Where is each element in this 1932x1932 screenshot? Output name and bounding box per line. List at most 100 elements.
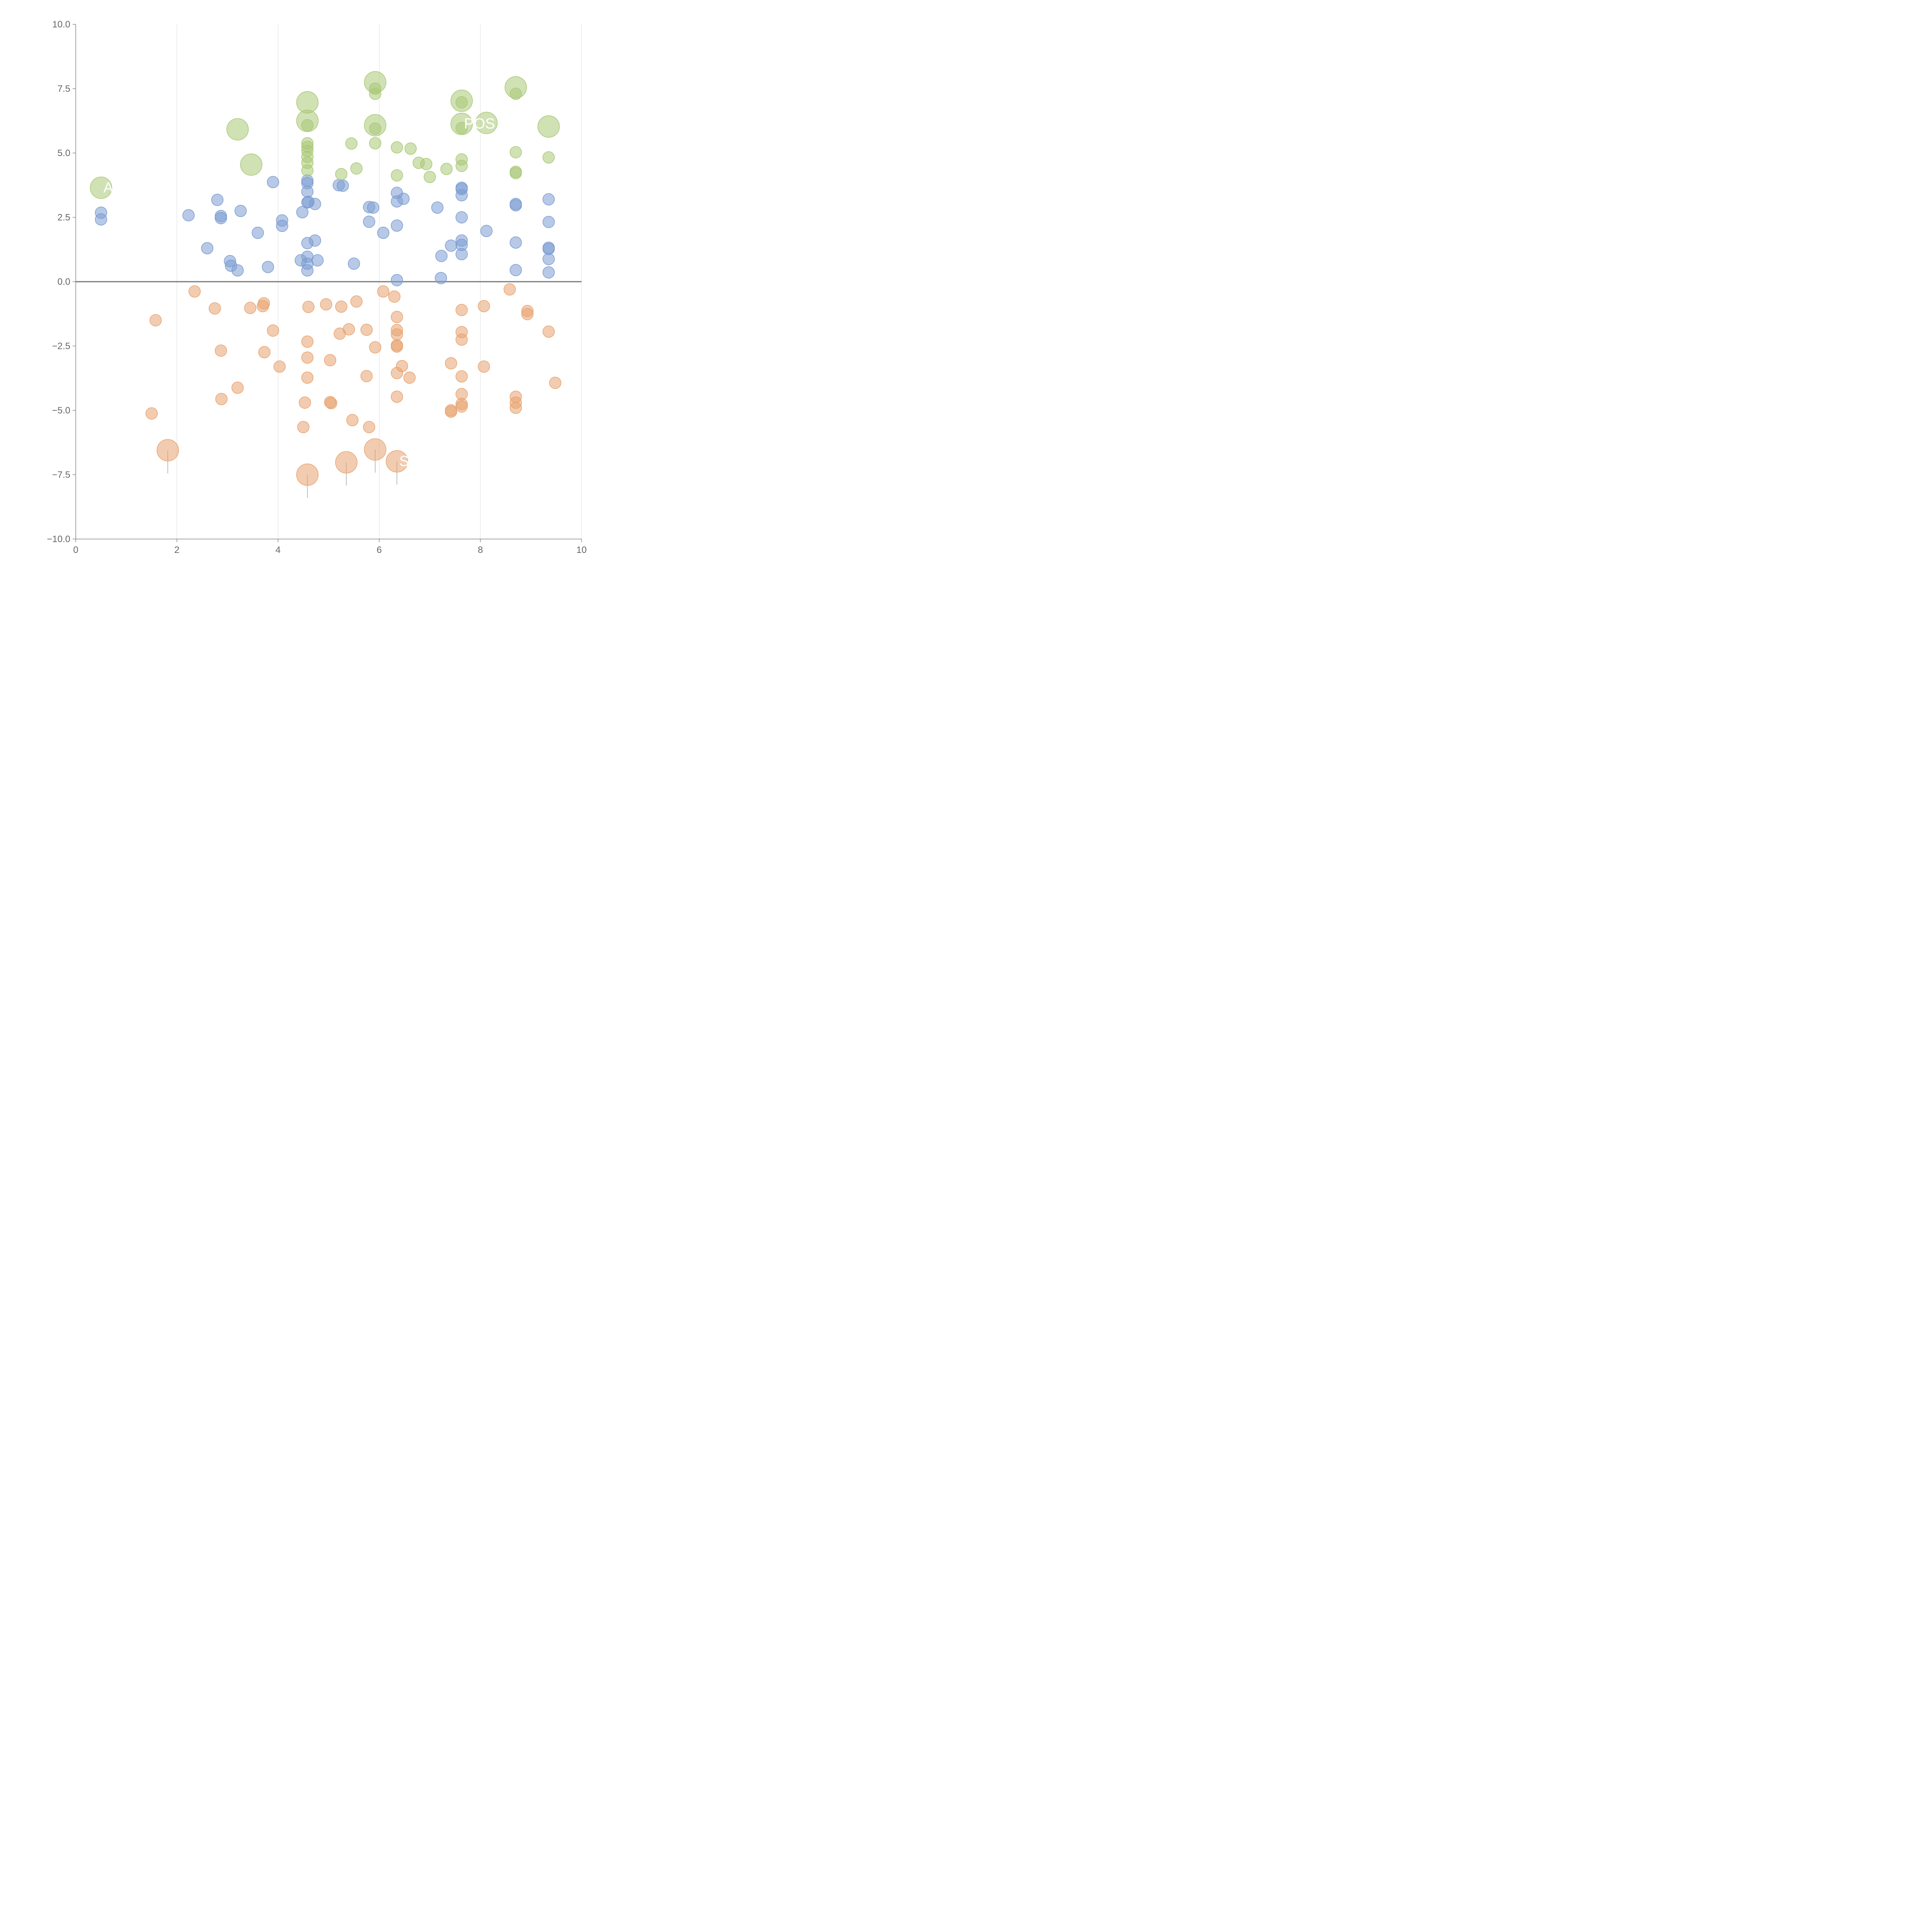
blue-point	[445, 240, 457, 252]
blue-point	[296, 206, 309, 218]
green-highlight-point	[537, 115, 560, 138]
orange-point	[320, 298, 332, 311]
blue-point	[377, 226, 389, 239]
blue-point	[456, 189, 468, 201]
blue-point	[543, 266, 555, 279]
orange-point	[403, 371, 416, 384]
green-highlight-point	[475, 112, 498, 134]
orange-point	[456, 400, 468, 413]
orange-point	[478, 300, 490, 313]
blue-point	[214, 212, 227, 224]
green-point	[391, 169, 403, 182]
orange-point	[150, 314, 162, 327]
orange-point	[377, 285, 389, 298]
blue-point	[367, 201, 379, 214]
green-highlight-point	[364, 114, 386, 136]
orange-point	[273, 361, 286, 373]
green-point	[301, 164, 314, 177]
y-tick-label: −10.0	[47, 534, 70, 544]
blue-point	[431, 201, 444, 214]
blue-point	[309, 198, 321, 210]
y-tick-label: 7.5	[58, 84, 70, 94]
orange-point	[214, 344, 227, 357]
orange-point	[543, 325, 555, 338]
blue-point	[276, 219, 288, 232]
orange-point	[301, 371, 314, 384]
green-point	[404, 142, 417, 155]
orange-point	[521, 308, 534, 320]
orange-point	[363, 421, 375, 434]
blue-point	[435, 272, 447, 284]
green-highlight-point	[364, 71, 386, 94]
blue-point	[301, 185, 314, 198]
blue-point	[543, 216, 555, 228]
x-tick-label: 10	[577, 545, 587, 555]
orange-point	[258, 297, 270, 310]
orange-point	[478, 361, 490, 373]
blue-point	[311, 254, 324, 267]
orange-highlight-point	[296, 463, 319, 486]
green-point	[510, 167, 522, 179]
blue-point	[510, 264, 522, 276]
orange-point	[215, 393, 228, 405]
orange-point	[369, 341, 381, 354]
green-highlight-point	[226, 118, 249, 141]
orange-point	[145, 407, 158, 420]
blue-point	[435, 250, 448, 262]
blue-point	[391, 219, 403, 232]
green-point	[543, 151, 555, 164]
green-highlight-point	[90, 177, 112, 199]
green-point	[391, 141, 403, 154]
orange-point	[325, 397, 337, 410]
orange-point	[456, 370, 468, 383]
orange-point	[391, 328, 403, 341]
orange-point	[299, 396, 311, 409]
blue-point	[397, 192, 410, 205]
green-highlight-point	[451, 90, 473, 112]
x-tick-label: 2	[174, 545, 179, 555]
orange-point	[231, 381, 244, 394]
orange-point	[445, 357, 457, 369]
x-tick-label: 6	[377, 545, 382, 555]
label-leader-lines	[101, 79, 556, 498]
green-point	[335, 168, 347, 180]
green-highlight-point	[296, 110, 319, 132]
orange-highlight-point	[156, 439, 179, 461]
orange-point	[456, 333, 468, 346]
y-tick-label: 0.0	[58, 277, 70, 287]
blue-point	[234, 205, 247, 217]
y-tick-label: −5.0	[52, 405, 70, 416]
x-tick-label: 0	[73, 545, 78, 555]
x-tick-label: 4	[276, 545, 281, 555]
orange-point	[324, 354, 337, 366]
point-labels: ATO POS SUI	[103, 116, 495, 469]
x-tick-label: 8	[478, 545, 483, 555]
y-tick-label: −7.5	[52, 470, 70, 480]
point-label: SUI	[399, 453, 423, 469]
blue-point	[543, 253, 555, 265]
orange-point	[510, 401, 522, 414]
orange-point	[391, 390, 403, 403]
orange-point	[549, 376, 561, 389]
blue-point	[348, 257, 360, 270]
blue-point	[456, 248, 468, 260]
orange-point	[244, 302, 257, 314]
blue-point	[543, 193, 555, 206]
orange-point	[297, 421, 310, 434]
blue-point	[262, 261, 274, 273]
orange-point	[503, 283, 516, 296]
orange-point	[343, 323, 355, 335]
blue-point	[456, 211, 468, 224]
green-point	[510, 146, 522, 158]
orange-highlight-point	[335, 451, 358, 474]
blue-point	[301, 264, 314, 277]
blue-point	[337, 179, 349, 192]
orange-point	[388, 290, 401, 303]
blue-point	[480, 225, 493, 237]
orange-point	[301, 335, 314, 348]
orange-point	[360, 323, 373, 336]
orange-point	[391, 340, 403, 353]
blue-point	[182, 209, 195, 221]
scatter-chart: 0 2 4 6 8 10 10.0 7.5 5.0 2.5 0.0 −2.5 −5.0 −7.5 −10.0…	[47, 19, 587, 555]
orange-point	[188, 285, 201, 298]
